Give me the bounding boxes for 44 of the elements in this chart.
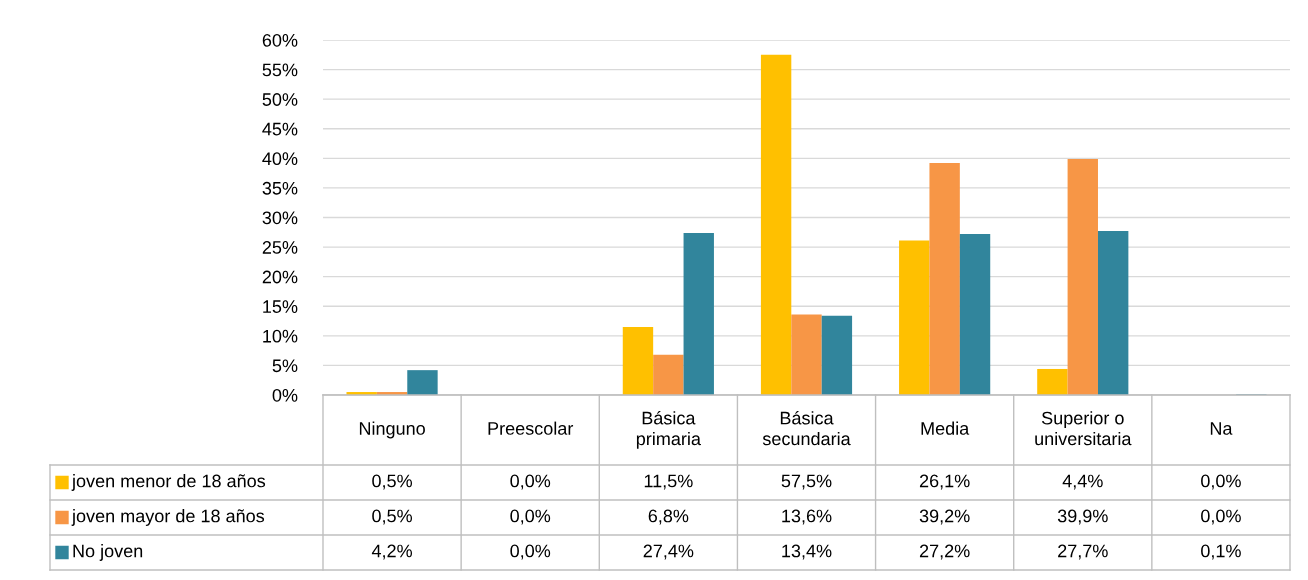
data-label: 0,0% bbox=[1201, 509, 1241, 525]
data-label: 11,5% bbox=[644, 474, 693, 490]
legend-label: No joven bbox=[73, 544, 143, 561]
data-label: 57,5% bbox=[781, 474, 832, 490]
data-label: 39,2% bbox=[919, 509, 970, 525]
x-tick-label: Ninguno bbox=[359, 421, 425, 439]
y-tick-label: 5% bbox=[272, 359, 298, 373]
x-tick-label: Básica primaria bbox=[636, 410, 701, 449]
y-tick-label: 40% bbox=[262, 152, 298, 166]
legend-label: joven menor de 18 años bbox=[71, 474, 266, 491]
data-label: 26,1% bbox=[919, 474, 970, 490]
y-tick-label: 60% bbox=[262, 33, 298, 47]
y-tick-label: 35% bbox=[262, 181, 298, 195]
data-label: 0,0% bbox=[510, 509, 551, 525]
y-tick-label: 10% bbox=[263, 329, 298, 343]
data-label: 4,4% bbox=[1062, 474, 1103, 490]
y-tick-label: 30% bbox=[262, 211, 298, 225]
data-label: 0,0% bbox=[510, 544, 551, 560]
data-label: 0,0% bbox=[1201, 474, 1241, 490]
data-label: 0,0% bbox=[510, 474, 551, 490]
data-label: 27,4% bbox=[643, 544, 694, 560]
y-tick-label: 20% bbox=[262, 270, 298, 284]
data-label: 0,1% bbox=[1201, 544, 1241, 560]
x-tick-label: Superior o universitaria bbox=[1035, 411, 1132, 446]
data-label: 0,5% bbox=[372, 509, 413, 525]
y-tick-label: 0% bbox=[272, 388, 298, 402]
data-label: 6,8% bbox=[648, 509, 689, 525]
data-label: 27,7% bbox=[1058, 544, 1108, 560]
y-tick-label: 45% bbox=[262, 122, 298, 136]
data-label: 27,2% bbox=[919, 544, 970, 560]
data-label: 13,4% bbox=[782, 544, 832, 560]
data-label: 13,6% bbox=[782, 509, 832, 525]
y-tick-label: 50% bbox=[262, 93, 298, 106]
legend-label: joven mayor de 18 años bbox=[71, 509, 265, 526]
data-label: 4,2% bbox=[371, 544, 413, 560]
x-tick-label: Na bbox=[1210, 422, 1233, 435]
y-tick-label: 25% bbox=[262, 241, 298, 254]
data-label: 39,9% bbox=[1057, 509, 1108, 525]
x-tick-label: Básica secundaria bbox=[762, 410, 851, 446]
y-tick-label: 15% bbox=[263, 300, 298, 313]
y-tick-label: 55% bbox=[262, 63, 298, 77]
data-label: 0,5% bbox=[372, 474, 413, 490]
x-tick-label: Preescolar bbox=[488, 421, 574, 435]
x-tick-label: Media bbox=[921, 421, 970, 435]
